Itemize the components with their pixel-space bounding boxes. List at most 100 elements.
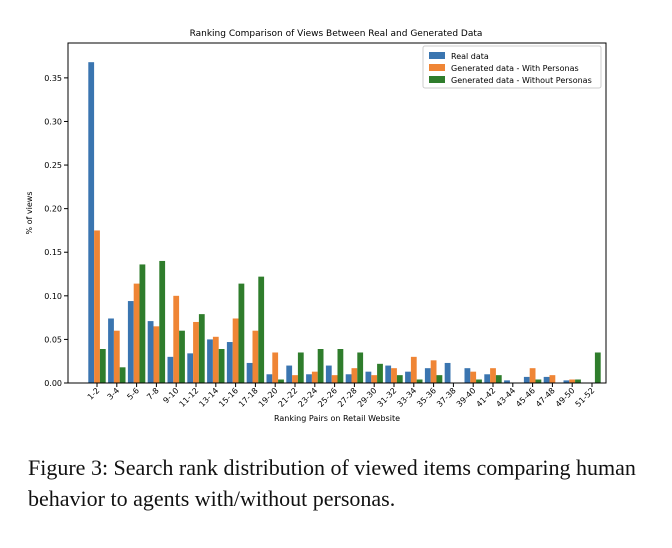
bar-0-47-48 xyxy=(543,376,550,383)
bar-2-7-8 xyxy=(159,260,166,383)
chart-title: Ranking Comparison of Views Between Real… xyxy=(190,29,483,39)
y-tick-label-5: 0.25 xyxy=(44,161,62,170)
bar-0-9-10 xyxy=(167,356,174,383)
x-tick-label-11-12: 11-12 xyxy=(178,386,201,409)
legend-label-2: Generated data - Without Personas xyxy=(451,76,592,85)
plot-frame xyxy=(67,42,607,384)
bar-2-3-4 xyxy=(119,367,126,383)
bar-1-17-18 xyxy=(252,330,259,383)
x-tick-label-41-42: 41-42 xyxy=(475,386,498,409)
bar-1-11-12 xyxy=(193,321,199,383)
bar-0-25-26 xyxy=(325,365,332,383)
bar-1-31-32 xyxy=(391,368,397,383)
bar-0-45-46 xyxy=(523,376,530,383)
y-tick-label-6: 0.30 xyxy=(44,117,62,126)
bar-2-35-36 xyxy=(436,375,443,383)
x-tick-label-23-24: 23-24 xyxy=(296,386,319,409)
y-tick-label-7: 0.35 xyxy=(44,74,62,83)
bar-1-25-26 xyxy=(331,375,338,383)
bar-1-45-46 xyxy=(529,368,536,383)
x-tick-label-39-40: 39-40 xyxy=(455,386,478,409)
x-tick-label-27-28: 27-28 xyxy=(336,386,359,409)
bar-1-21-22 xyxy=(292,375,298,383)
x-tick-label-19-20: 19-20 xyxy=(257,386,280,409)
legend-swatch-2 xyxy=(429,76,445,83)
bar-0-39-40 xyxy=(464,368,471,383)
figure-caption: Figure 3: Search rank distribution of vi… xyxy=(28,455,636,511)
bar-2-31-32 xyxy=(396,375,403,383)
bar-0-31-32 xyxy=(385,365,392,383)
bar-1-33-34 xyxy=(410,356,417,383)
bar-1-29-30 xyxy=(371,375,378,383)
bar-0-5-6 xyxy=(127,301,134,383)
y-tick-label-2: 0.10 xyxy=(44,292,62,301)
bar-0-3-4 xyxy=(108,318,114,383)
bar-2-15-16 xyxy=(238,283,245,383)
bar-0-19-20 xyxy=(266,374,273,383)
bar-2-41-42 xyxy=(495,375,502,383)
x-tick-label-13-14: 13-14 xyxy=(197,386,220,409)
legend-box xyxy=(422,45,602,89)
y-axis: 0.00 0.05 0.10 0.15 0.20 0.25 0.30 0.35 xyxy=(44,74,68,388)
bar-0-43-44 xyxy=(504,380,510,383)
bar-1-41-42 xyxy=(490,368,496,383)
y-tick-label-0: 0.00 xyxy=(44,379,62,388)
bar-2-27-28 xyxy=(357,352,364,383)
x-axis: 1-2 3-4 5-6 7-8 9-1011-1213-1415-1617-1819-2… xyxy=(86,383,597,409)
x-tick-label-15-16: 15-16 xyxy=(217,386,240,409)
bar-0-29-30 xyxy=(365,371,372,383)
bar-2-21-22 xyxy=(297,352,304,383)
x-tick-label-47-48: 47-48 xyxy=(534,386,557,409)
bar-2-39-40 xyxy=(476,379,482,383)
bar-2-23-24 xyxy=(317,349,324,383)
x-tick-label-31-32: 31-32 xyxy=(376,386,399,409)
x-tick-label-49-50: 49-50 xyxy=(554,386,577,409)
x-tick-label-43-44: 43-44 xyxy=(494,386,517,409)
bar-2-45-46 xyxy=(535,379,542,383)
bar-2-51-52 xyxy=(594,352,601,383)
bar-1-5-6 xyxy=(133,283,140,383)
bar-2-11-12 xyxy=(198,314,205,383)
x-tick-label-21-22: 21-22 xyxy=(277,386,300,409)
bar-2-17-18 xyxy=(258,276,265,383)
bar-0-1-2 xyxy=(88,62,95,384)
y-tick-label-4: 0.20 xyxy=(44,205,62,214)
x-tick-label-1-2: 1-2 xyxy=(86,386,102,402)
bar-chart: Ranking Comparison of Views Between Real… xyxy=(25,29,607,423)
x-tick-label-51-52: 51-52 xyxy=(574,386,597,409)
legend-swatch-1 xyxy=(429,64,445,71)
y-tick-label-3: 0.15 xyxy=(44,248,62,257)
bar-2-19-20 xyxy=(278,379,284,383)
bar-0-23-24 xyxy=(306,374,312,383)
bar-1-15-16 xyxy=(232,318,239,383)
bars-group xyxy=(88,62,601,384)
x-tick-label-35-36: 35-36 xyxy=(415,386,438,409)
bar-2-1-2 xyxy=(99,349,106,383)
bar-0-33-34 xyxy=(405,371,411,383)
bar-0-17-18 xyxy=(246,362,253,383)
x-tick-label-3-4: 3-4 xyxy=(106,386,122,402)
legend-label-0: Real data xyxy=(451,52,489,61)
bar-0-11-12 xyxy=(187,353,194,383)
x-tick-label-29-30: 29-30 xyxy=(356,386,379,409)
legend: Real data Generated data - With Personas G… xyxy=(422,45,602,89)
bar-2-9-10 xyxy=(179,330,185,383)
bar-0-7-8 xyxy=(147,321,154,383)
bar-0-13-14 xyxy=(207,339,213,383)
bar-2-5-6 xyxy=(139,264,146,383)
bar-1-39-40 xyxy=(470,371,477,383)
y-tick-label-1: 0.05 xyxy=(44,335,62,344)
legend-swatch-0 xyxy=(429,52,445,59)
x-tick-label-45-46: 45-46 xyxy=(514,386,537,409)
x-axis-label: Ranking Pairs on Retail Website xyxy=(274,414,400,423)
bar-1-19-20 xyxy=(272,352,279,383)
x-tick-label-7-8: 7-8 xyxy=(145,386,161,402)
x-tick-label-33-34: 33-34 xyxy=(395,386,418,409)
x-tick-label-37-38: 37-38 xyxy=(435,386,458,409)
y-axis-label: % of views xyxy=(25,192,34,235)
bar-2-49-50 xyxy=(575,379,581,383)
bar-1-7-8 xyxy=(153,326,160,383)
bar-1-27-28 xyxy=(351,368,358,383)
bar-1-35-36 xyxy=(430,360,437,383)
x-tick-label-5-6: 5-6 xyxy=(125,386,141,402)
